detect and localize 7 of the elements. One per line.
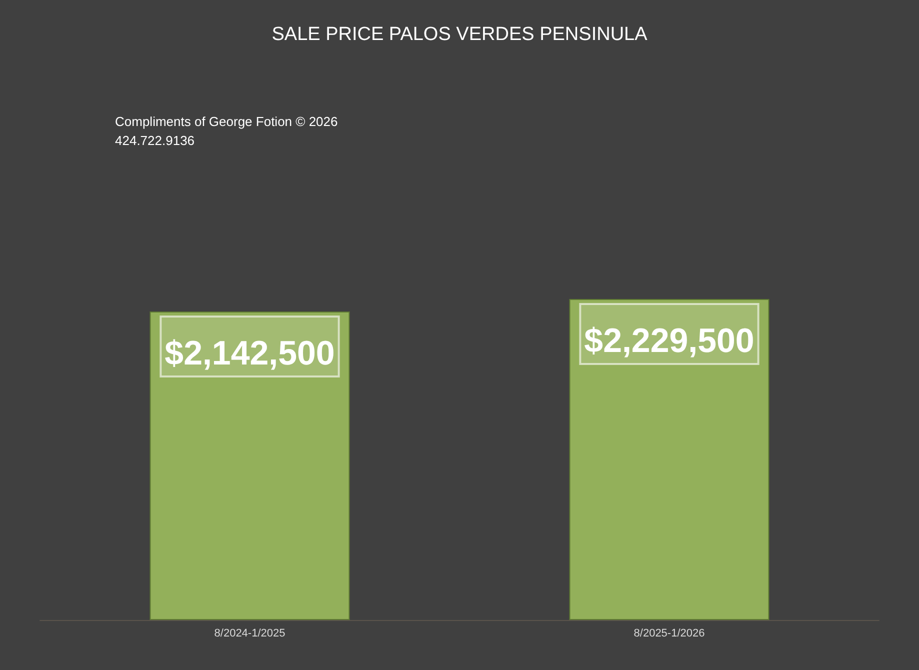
x-tick-label: 8/2025-1/2026: [634, 628, 705, 640]
data-label: $2,229,500: [584, 322, 754, 360]
data-label: $2,142,500: [164, 334, 335, 372]
x-tick-label: 8/2024-1/2025: [214, 628, 286, 640]
text: 424.722.9136: [115, 133, 195, 148]
chart-title: SALE PRICE PALOS VERDES PENSINULA: [272, 24, 648, 45]
text: Compliments of George Fotion © 2026: [115, 114, 338, 129]
